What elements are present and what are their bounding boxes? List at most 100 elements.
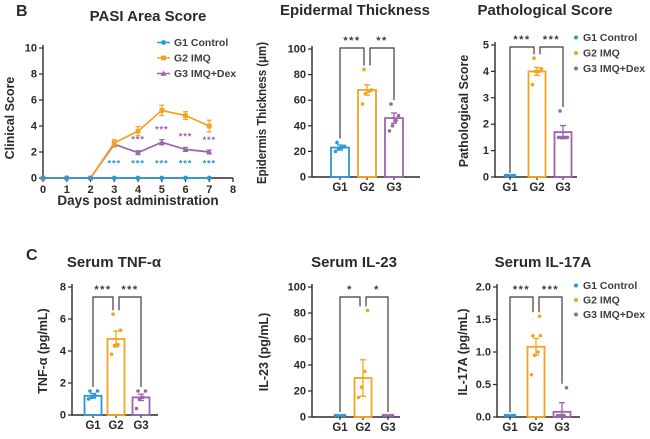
svg-text:***: *** bbox=[108, 158, 122, 169]
svg-text:0: 0 bbox=[60, 410, 66, 422]
svg-text:***: *** bbox=[179, 158, 193, 169]
svg-text:Epidermal Thickness: Epidermal Thickness bbox=[280, 2, 430, 19]
svg-text:80: 80 bbox=[294, 69, 306, 81]
pasi-line-chart-canvas: PASI Area Score Clinical Score Days post a… bbox=[3, 8, 236, 208]
svg-text:Pathological Score: Pathological Score bbox=[457, 55, 471, 168]
svg-text:20: 20 bbox=[294, 386, 306, 398]
svg-text:***: *** bbox=[203, 158, 217, 169]
svg-text:4: 4 bbox=[60, 346, 67, 358]
svg-text:0: 0 bbox=[483, 172, 489, 184]
svg-text:***: *** bbox=[343, 35, 360, 47]
svg-text:60: 60 bbox=[294, 95, 306, 107]
svg-text:G1 Control: G1 Control bbox=[583, 280, 637, 292]
svg-text:20: 20 bbox=[294, 146, 306, 158]
svg-text:0: 0 bbox=[300, 412, 306, 424]
svg-text:3: 3 bbox=[483, 92, 489, 104]
svg-text:***: *** bbox=[131, 134, 145, 145]
svg-text:8: 8 bbox=[60, 282, 66, 294]
svg-text:2: 2 bbox=[60, 378, 66, 390]
svg-text:Serum TNF-α: Serum TNF-α bbox=[67, 254, 162, 271]
svg-text:*: * bbox=[347, 284, 353, 296]
chart-pathological-score: Pathological Score Pathological Score 0 1 2 3… bbox=[455, 0, 650, 219]
panel-label-b: B bbox=[16, 3, 28, 20]
svg-text:1: 1 bbox=[483, 145, 489, 157]
svg-text:***: *** bbox=[155, 125, 169, 136]
svg-text:***: *** bbox=[513, 284, 530, 296]
svg-text:Epidermis Thickness (μm): Epidermis Thickness (μm) bbox=[255, 42, 269, 184]
svg-text:TNF-α (pg/mL): TNF-α (pg/mL) bbox=[36, 308, 50, 393]
svg-text:Serum IL-23: Serum IL-23 bbox=[311, 254, 397, 271]
svg-text:G1: G1 bbox=[332, 422, 348, 434]
svg-text:***: *** bbox=[121, 284, 138, 296]
svg-text:2.0: 2.0 bbox=[476, 282, 491, 294]
svg-text:G3 IMQ+Dex: G3 IMQ+Dex bbox=[174, 68, 236, 80]
svg-text:G1 Control: G1 Control bbox=[583, 32, 637, 44]
svg-text:G1: G1 bbox=[332, 182, 348, 194]
pathological-bar-chart-canvas: Pathological Score Pathological Score 0 1 2 3… bbox=[457, 2, 645, 194]
svg-text:***: *** bbox=[203, 135, 217, 146]
svg-text:G2 IMQ: G2 IMQ bbox=[583, 295, 620, 307]
svg-text:G2: G2 bbox=[528, 422, 543, 434]
svg-text:**: ** bbox=[376, 35, 388, 47]
svg-text:Days post administration: Days post administration bbox=[57, 193, 218, 208]
il17a-bar-chart-canvas: Serum IL-17A IL-17A (pg/mL) 0.0 0.5 1.0 1.5 2.… bbox=[456, 254, 645, 434]
svg-text:8: 8 bbox=[230, 184, 236, 196]
svg-text:4: 4 bbox=[483, 66, 490, 78]
svg-text:1.5: 1.5 bbox=[476, 314, 491, 326]
svg-text:0.5: 0.5 bbox=[476, 379, 491, 391]
svg-text:Serum IL-17A: Serum IL-17A bbox=[495, 254, 592, 271]
svg-text:***: *** bbox=[155, 158, 169, 169]
svg-text:0: 0 bbox=[300, 172, 306, 184]
svg-text:***: *** bbox=[542, 284, 559, 296]
svg-text:***: *** bbox=[543, 34, 560, 46]
svg-text:40: 40 bbox=[294, 360, 306, 372]
epidermal-bar-chart-canvas: Epidermal Thickness Epidermis Thickness (… bbox=[255, 2, 430, 194]
svg-text:100: 100 bbox=[288, 282, 306, 294]
svg-text:2: 2 bbox=[483, 119, 489, 131]
chart-serum-il23: Serum IL-23 IL-23 (pg/mL) 0 20 40 60 80 100 G1 G2… bbox=[250, 219, 455, 439]
svg-text:Pathological Score: Pathological Score bbox=[477, 2, 612, 19]
svg-text:5: 5 bbox=[483, 40, 489, 52]
svg-text:60: 60 bbox=[294, 334, 306, 346]
svg-text:G3: G3 bbox=[554, 422, 569, 434]
svg-text:0.0: 0.0 bbox=[476, 412, 491, 424]
svg-text:G3: G3 bbox=[133, 420, 148, 432]
svg-text:G2: G2 bbox=[108, 420, 123, 432]
svg-text:***: *** bbox=[131, 158, 145, 169]
svg-text:G2: G2 bbox=[355, 422, 370, 434]
svg-text:G1: G1 bbox=[502, 422, 518, 434]
svg-text:4: 4 bbox=[31, 121, 38, 133]
svg-text:1.0: 1.0 bbox=[476, 347, 491, 359]
chart-serum-tnf-alpha: Serum TNF-α TNF-α (pg/mL) 0 2 4 6 8 G1 G2 G3 *** **… bbox=[0, 219, 250, 439]
svg-text:7: 7 bbox=[206, 184, 212, 196]
svg-text:40: 40 bbox=[294, 120, 306, 132]
svg-text:80: 80 bbox=[294, 308, 306, 320]
tnf-bar-chart-canvas: Serum TNF-α TNF-α (pg/mL) 0 2 4 6 8 G1 G2 G3 *** **… bbox=[36, 254, 162, 432]
svg-text:2: 2 bbox=[31, 147, 37, 159]
svg-text:***: *** bbox=[179, 132, 193, 143]
svg-text:G1 Control: G1 Control bbox=[174, 37, 228, 49]
svg-text:6: 6 bbox=[182, 184, 188, 196]
svg-text:4: 4 bbox=[135, 184, 142, 196]
svg-text:G3 IMQ+Dex: G3 IMQ+Dex bbox=[583, 63, 645, 75]
svg-text:G3: G3 bbox=[380, 422, 395, 434]
svg-text:G2 IMQ: G2 IMQ bbox=[583, 48, 620, 60]
svg-text:G2: G2 bbox=[529, 182, 544, 194]
svg-text:0: 0 bbox=[40, 184, 46, 196]
svg-text:G1: G1 bbox=[502, 182, 518, 194]
svg-text:6: 6 bbox=[31, 95, 37, 107]
svg-text:*: * bbox=[374, 284, 380, 296]
svg-text:G3 IMQ+Dex: G3 IMQ+Dex bbox=[583, 309, 645, 321]
chart-epidermal-thickness: Epidermal Thickness Epidermis Thickness (… bbox=[250, 0, 455, 219]
svg-text:G1: G1 bbox=[85, 420, 101, 432]
svg-text:PASI Area Score: PASI Area Score bbox=[90, 8, 207, 25]
svg-text:3: 3 bbox=[111, 184, 117, 196]
panel-label-c: C bbox=[26, 247, 38, 264]
chart-serum-il17a: Serum IL-17A IL-17A (pg/mL) 0.0 0.5 1.0 1.5 2.… bbox=[455, 219, 650, 439]
chart-pasi-area-score: PASI Area Score Clinical Score Days post a… bbox=[0, 0, 250, 219]
svg-text:G3: G3 bbox=[555, 182, 570, 194]
svg-text:Clinical Score: Clinical Score bbox=[3, 77, 17, 160]
svg-text:10: 10 bbox=[25, 43, 37, 55]
svg-text:IL-17A (pg/mL): IL-17A (pg/mL) bbox=[456, 308, 470, 395]
svg-text:100: 100 bbox=[288, 44, 306, 56]
